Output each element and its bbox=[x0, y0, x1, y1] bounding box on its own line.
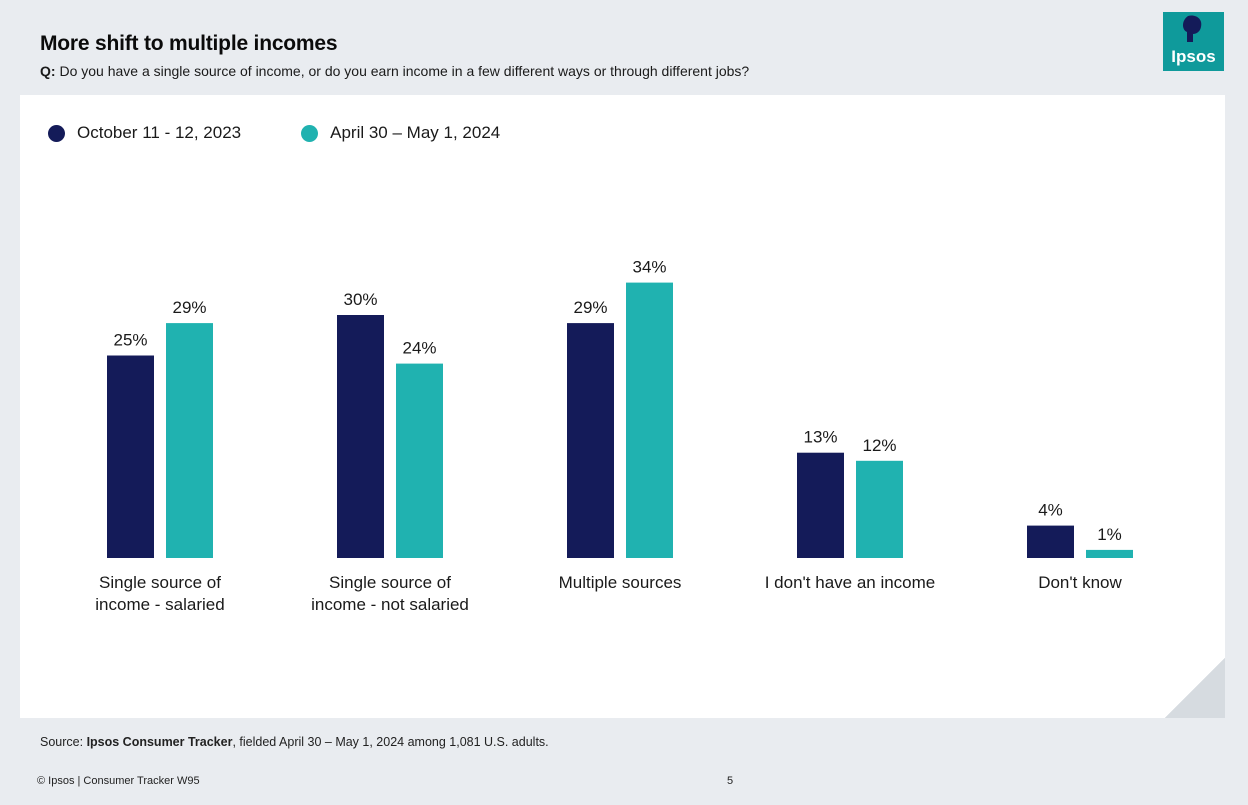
question-prefix: Q: bbox=[40, 63, 56, 79]
ipsos-logo: Ipsos bbox=[1163, 12, 1224, 71]
chart-card bbox=[20, 95, 1225, 718]
bar-s0-c2 bbox=[567, 323, 614, 558]
category-label-0: Single source of income - salaried bbox=[95, 573, 224, 614]
data-label-s1-c2: 34% bbox=[632, 258, 666, 277]
page-number: 5 bbox=[727, 775, 734, 787]
bar-s0-c3 bbox=[797, 452, 844, 558]
survey-question: Q: Do you have a single source of income… bbox=[40, 63, 749, 79]
bar-s0-c0 bbox=[107, 355, 154, 558]
chart-legend: October 11 - 12, 2023 April 30 – May 1, … bbox=[48, 123, 500, 143]
data-label-s1-c4: 1% bbox=[1097, 525, 1122, 544]
legend-item-2023: October 11 - 12, 2023 bbox=[48, 123, 241, 143]
category-label-4: Don't know bbox=[1038, 573, 1122, 592]
legend-item-2024: April 30 – May 1, 2024 bbox=[301, 123, 500, 143]
bar-s1-c3 bbox=[856, 460, 903, 558]
bar-s1-c1 bbox=[396, 363, 443, 558]
category-label-1: Single source of income - not salaried bbox=[311, 573, 469, 614]
logo-text: Ipsos bbox=[1171, 47, 1215, 66]
data-label-s0-c3: 13% bbox=[803, 428, 837, 447]
bar-s0-c1 bbox=[337, 315, 384, 558]
data-label-s0-c1: 30% bbox=[343, 290, 377, 309]
data-label-s1-c0: 29% bbox=[172, 298, 206, 317]
legend-label-2024: April 30 – May 1, 2024 bbox=[330, 123, 501, 142]
source-name: Ipsos Consumer Tracker bbox=[86, 735, 233, 749]
ipsos-logo-icon: Ipsos bbox=[1163, 12, 1224, 71]
bar-s0-c4 bbox=[1027, 525, 1074, 558]
data-label-s0-c4: 4% bbox=[1038, 501, 1063, 520]
category-label-3: I don't have an income bbox=[765, 573, 936, 592]
data-label-s1-c1: 24% bbox=[402, 339, 436, 358]
legend-label-2023: October 11 - 12, 2023 bbox=[77, 123, 242, 142]
legend-dot-2023 bbox=[48, 124, 65, 142]
bar-s1-c4 bbox=[1086, 549, 1133, 558]
source-rest: , fielded April 30 – May 1, 2024 among 1… bbox=[232, 735, 549, 749]
bar-s1-c2 bbox=[626, 282, 673, 558]
bar-s1-c0 bbox=[166, 323, 213, 558]
source-prefix: Source: bbox=[40, 735, 87, 749]
question-text: Do you have a single source of income, o… bbox=[59, 63, 750, 79]
page-title: More shift to multiple incomes bbox=[40, 32, 338, 55]
data-label-s0-c2: 29% bbox=[573, 298, 607, 317]
legend-dot-2024 bbox=[301, 124, 319, 142]
data-label-s0-c0: 25% bbox=[113, 331, 147, 350]
source-note: Source: Ipsos Consumer Tracker, fielded … bbox=[40, 735, 549, 749]
footer-copyright: © Ipsos | Consumer Tracker W95 bbox=[37, 775, 200, 787]
card-corner-fold bbox=[1165, 658, 1225, 718]
category-label-2: Multiple sources bbox=[559, 573, 682, 592]
data-label-s1-c3: 12% bbox=[862, 436, 896, 455]
